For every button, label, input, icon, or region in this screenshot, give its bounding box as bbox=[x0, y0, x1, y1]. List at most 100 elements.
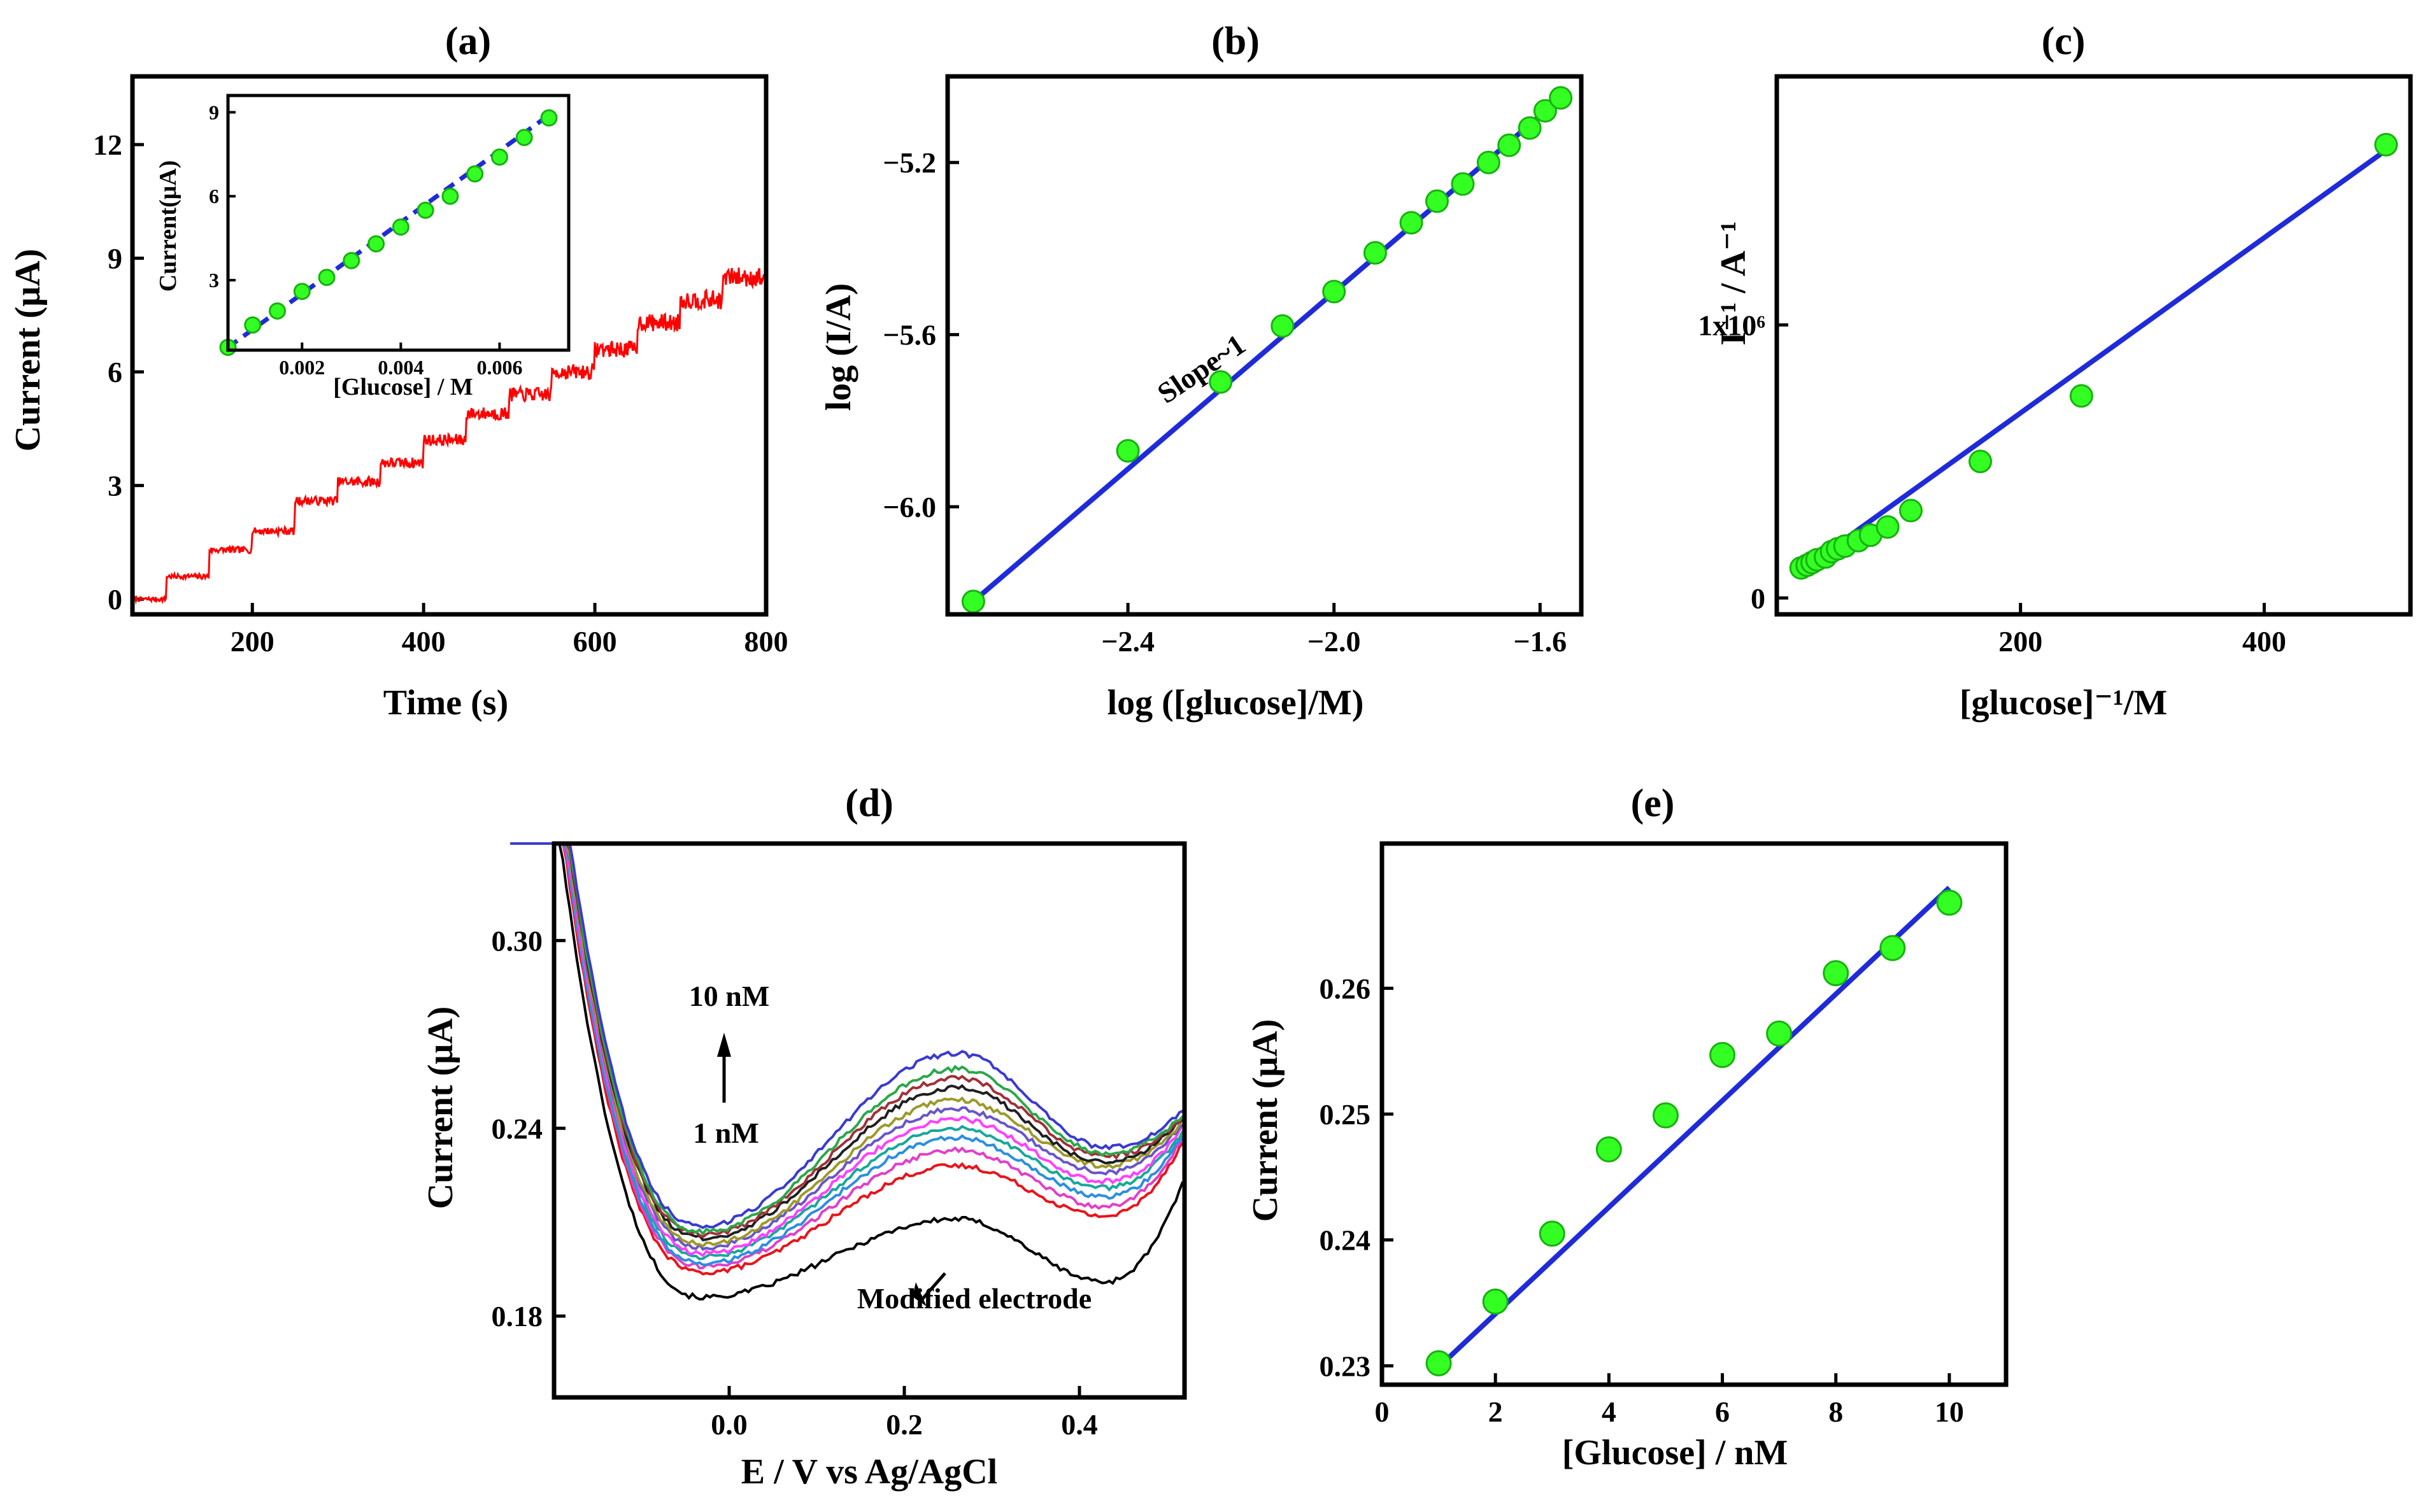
panel-c-title: (c) bbox=[2042, 20, 2086, 63]
y-tick-label: 9 bbox=[209, 101, 219, 124]
x-tick-label: −2.0 bbox=[1307, 625, 1361, 658]
x-tick-label: 0.2 bbox=[886, 1408, 923, 1441]
fit-line bbox=[971, 95, 1563, 604]
panel-d-xlabel: E / V vs Ag/AgCl bbox=[741, 1452, 997, 1492]
y-tick-label: 0.25 bbox=[1320, 1098, 1371, 1131]
fit-line bbox=[1799, 148, 2388, 573]
x-tick-label: 200 bbox=[1998, 625, 2042, 658]
data-point bbox=[1652, 1102, 1679, 1129]
panel-d-frame bbox=[552, 841, 1187, 1400]
inset-data-point bbox=[540, 109, 558, 127]
y-tick-label: 0.18 bbox=[492, 1300, 543, 1332]
x-tick-label: 2 bbox=[1488, 1395, 1503, 1428]
fit-line bbox=[1437, 886, 1951, 1369]
panel-a-ylabel: Current (μA) bbox=[8, 249, 48, 451]
y-tick-label: 3 bbox=[108, 470, 122, 502]
y-tick-label: −6.0 bbox=[883, 491, 936, 523]
cv-curve bbox=[510, 842, 1185, 1239]
panel-a-xlabel: Time (s) bbox=[383, 683, 509, 723]
panel-c-frame bbox=[1774, 74, 2413, 617]
data-point bbox=[1533, 99, 1557, 123]
x-tick-label: 600 bbox=[573, 625, 617, 658]
x-tick-label: 4 bbox=[1602, 1395, 1616, 1428]
x-tick-label: 8 bbox=[1828, 1395, 1843, 1428]
data-point bbox=[1363, 241, 1387, 265]
inset-data-point bbox=[244, 316, 262, 334]
x-tick-label: 200 bbox=[231, 625, 274, 658]
y-tick-label: 6 bbox=[209, 185, 219, 208]
y-tick-label: 0 bbox=[1751, 582, 1765, 614]
cv-curve bbox=[510, 842, 1184, 1276]
data-point bbox=[1476, 150, 1500, 174]
data-point bbox=[1116, 439, 1140, 463]
current-trace bbox=[131, 257, 767, 605]
panel-d-ylabel: Current (μA) bbox=[421, 1007, 460, 1209]
data-point bbox=[1876, 515, 1900, 539]
y-tick-label: −5.6 bbox=[883, 319, 936, 351]
inset-xlabel: [Glucose] / M bbox=[333, 374, 473, 400]
x-tick-label: 0.0 bbox=[711, 1408, 748, 1441]
data-point bbox=[1823, 960, 1849, 987]
y-tick-label: 0.23 bbox=[1320, 1350, 1371, 1382]
data-point bbox=[1549, 86, 1573, 110]
data-point bbox=[2374, 132, 2398, 157]
inset-data-point bbox=[515, 129, 533, 146]
panel-b: (b) log ([glucose]/M) log (I/A) −2.4 −2.0… bbox=[819, 20, 1584, 723]
y-tick-label: 0.24 bbox=[1320, 1224, 1371, 1257]
y-tick-label: 0.30 bbox=[492, 924, 543, 957]
y-tick-label: 0 bbox=[108, 583, 122, 616]
cv-curve bbox=[510, 842, 1184, 1266]
panel-c-ylabel: I⁻¹ / A⁻¹ bbox=[1714, 221, 1753, 345]
panel-e-ylabel: Current (μA) bbox=[1246, 1019, 1285, 1222]
cv-curve bbox=[510, 842, 1185, 1269]
data-point bbox=[1425, 1350, 1452, 1376]
x-tick-label: 0.4 bbox=[1061, 1408, 1098, 1441]
cv-curve bbox=[510, 842, 1184, 1257]
data-point bbox=[1518, 116, 1542, 140]
x-tick-label: 0.002 bbox=[279, 356, 325, 379]
panel-d-title: (d) bbox=[845, 782, 893, 825]
panel-a-inset: [Glucose] / M Current(μA) 0.002 0.004 0.00… bbox=[155, 94, 571, 400]
inset-data-point bbox=[343, 251, 360, 269]
data-point bbox=[961, 590, 985, 614]
panel-d: (d) E / V vs Ag/AgCl Current (μA) 0.0 0.2… bbox=[421, 782, 1187, 1492]
y-tick-label: 3 bbox=[209, 269, 219, 292]
inset-data-point bbox=[318, 269, 336, 286]
x-tick-label: 0.004 bbox=[378, 356, 424, 379]
inset-frame bbox=[226, 94, 571, 352]
inset-data-point bbox=[293, 283, 311, 300]
y-tick-label: 0.26 bbox=[1320, 972, 1371, 1005]
data-point bbox=[1898, 498, 1923, 523]
inset-data-point bbox=[392, 218, 409, 236]
data-point bbox=[1399, 211, 1423, 235]
panel-b-title: (b) bbox=[1211, 20, 1260, 63]
electrode-arrow-head bbox=[913, 1282, 927, 1306]
data-point bbox=[1539, 1220, 1565, 1247]
data-point bbox=[1879, 935, 1906, 961]
panel-c: (c) [glucose]⁻¹/M I⁻¹ / A⁻¹ 200 400 0 1x10⁶ bbox=[1698, 20, 2413, 723]
data-point bbox=[1425, 189, 1449, 213]
x-tick-label: −1.6 bbox=[1513, 625, 1567, 658]
inset-ylabel: Current(μA) bbox=[155, 160, 182, 292]
panel-c-xlabel: [glucose]⁻¹/M bbox=[1960, 683, 2167, 723]
cv-curve bbox=[510, 842, 1184, 1229]
data-point bbox=[1322, 279, 1346, 304]
y-tick-label: 1x10⁶ bbox=[1698, 309, 1765, 341]
x-tick-label: 10 bbox=[1935, 1395, 1964, 1428]
data-point bbox=[1968, 449, 1993, 474]
panel-a-frame bbox=[130, 74, 769, 617]
panel-e: (e) [Glucose] / nM Current (μA) 0 2 4 6 8 10 0… bbox=[1246, 782, 2009, 1473]
electrode-arrow-line bbox=[920, 1272, 946, 1301]
y-tick-label: 0.24 bbox=[492, 1112, 543, 1145]
inset-data-point bbox=[367, 235, 385, 253]
panel-e-xlabel: [Glucose] / nM bbox=[1562, 1433, 1788, 1473]
x-tick-label: 0.006 bbox=[476, 356, 522, 379]
panel-a: (a) Time (s) Current (μA) 200 400 600 800 0 3… bbox=[8, 20, 788, 723]
data-point bbox=[1451, 172, 1475, 196]
x-tick-label: 400 bbox=[402, 625, 446, 658]
data-point bbox=[1497, 133, 1521, 157]
inset-data-point bbox=[269, 302, 287, 320]
inset-data-point bbox=[466, 165, 484, 183]
data-point bbox=[1936, 889, 1963, 916]
